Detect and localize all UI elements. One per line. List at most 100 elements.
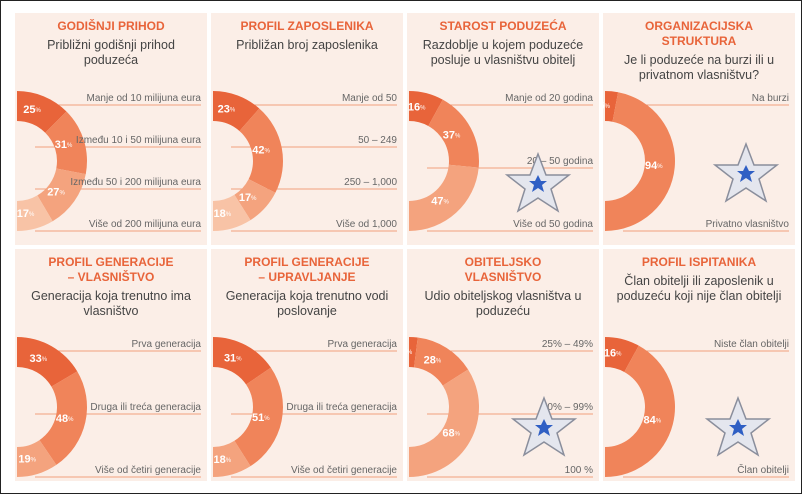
chart: 4%28%68%25% – 49%50% – 99%100 %: [407, 337, 593, 478]
value-unit: %: [68, 417, 74, 423]
value-unit: %: [616, 351, 622, 357]
value-label: 17%: [239, 192, 257, 204]
value-label: 4%: [407, 346, 413, 358]
category-label: Manje od 10 milijuna eura: [86, 93, 201, 104]
chart: 25%31%27%17%Manje od 10 milijuna euraIzm…: [17, 91, 202, 232]
value-number: 23: [218, 103, 230, 115]
panel-subtitle: Član obitelji ili zaposlenik u poduzeću …: [616, 274, 782, 303]
category-label: Prva generacija: [132, 339, 202, 350]
panel-subtitle: Približan broj zaposlenika: [236, 38, 378, 52]
value-unit: %: [657, 164, 663, 170]
value-label: 51%: [252, 412, 270, 424]
value-label: 6%: [603, 100, 611, 112]
value-label: 37%: [443, 129, 461, 141]
value-unit: %: [264, 148, 270, 154]
value-number: 16: [604, 348, 616, 360]
donut-segment: [213, 194, 251, 231]
value-label: 47%: [431, 196, 449, 208]
panel-title: PROFIL ZAPOSLENIKA: [240, 19, 374, 33]
panel: PROFIL ISPITANIKA Član obitelji ili zapos…: [603, 249, 795, 481]
value-unit: %: [59, 190, 65, 196]
value-number: 19: [18, 453, 30, 465]
category-label: Prva generacija: [328, 339, 398, 350]
donut-segment: [45, 111, 87, 175]
value-label: 25%: [23, 104, 41, 116]
panel-subtitle: Je li poduzeće na burzi ili u privatnom …: [623, 53, 775, 82]
donut-segment: [17, 440, 57, 477]
value-number: 17: [239, 192, 251, 204]
panel-subtitle: Udio obiteljskog vlasništva u poduzeću: [424, 289, 582, 318]
value-number: 33: [29, 353, 41, 365]
category-label: 50 – 249: [358, 135, 397, 146]
category-label: 20 – 50 godina: [527, 156, 594, 167]
category-label: Niste član obitelji: [714, 339, 789, 350]
category-label: Druga ili treća generacija: [286, 402, 397, 413]
category-label: Više od 50 godina: [513, 219, 593, 230]
chart: 16% 37% 47% Manje od 20 godina 20 – 50 godin…: [408, 91, 594, 232]
panel-subtitle: Razdoblje u kojem poduzeće posluje u vla…: [422, 38, 584, 67]
value-unit: %: [226, 457, 232, 463]
panel: ORGANIZACIJSKA STRUKTURA Je li poduzeće n…: [603, 13, 795, 245]
value-unit: %: [420, 105, 426, 111]
panel-subtitle: Generacija koja trenutno ima vlasništvo: [31, 289, 191, 318]
value-unit: %: [455, 431, 461, 437]
donut-segment: [39, 371, 88, 465]
category-label: Između 10 i 50 milijuna eura: [76, 135, 202, 146]
donut-segment: [37, 168, 86, 222]
category-label: Privatno vlasništvo: [706, 219, 790, 230]
donut-segment: [409, 369, 479, 477]
value-unit: %: [656, 418, 662, 424]
value-number: 48: [56, 413, 68, 425]
category-label: 250 – 1,000: [344, 177, 397, 188]
value-unit: %: [443, 199, 449, 205]
value-number: 47: [431, 196, 443, 208]
value-label: 18%: [214, 454, 232, 466]
panel-title: STAROST PODUZEĆA: [439, 19, 567, 33]
value-number: 18: [214, 208, 226, 220]
donut-segment: [409, 337, 418, 368]
donut-segment: [213, 440, 251, 477]
category-label: Manje od 20 godina: [505, 93, 593, 104]
panel: PROFIL GENERACIJE – VLASNIŠTVO Generacija…: [15, 249, 207, 481]
value-number: 16: [408, 102, 420, 114]
value-number: 17: [17, 208, 29, 220]
panel-title: PROFIL GENERACIJE – VLASNIŠTVO: [48, 255, 174, 284]
value-unit: %: [264, 416, 270, 422]
value-unit: %: [226, 211, 232, 217]
donut-segment: [605, 91, 619, 122]
donut-segment: [213, 91, 260, 131]
value-unit: %: [29, 212, 35, 218]
panel: PROFIL GENERACIJE – UPRAVLJANJE Generacij…: [211, 249, 403, 481]
value-unit: %: [36, 108, 42, 114]
value-label: 42%: [252, 145, 270, 157]
donut-segment: [17, 195, 53, 231]
value-unit: %: [407, 350, 413, 356]
donut-segment: [234, 367, 283, 467]
panel-subtitle: Generacija koja trenutno vodi poslovanje: [225, 289, 389, 318]
value-label: 28%: [424, 354, 442, 366]
panel-title: PROFIL ISPITANIKA: [641, 255, 757, 269]
value-number: 68: [442, 427, 454, 439]
value-label: 68%: [442, 427, 460, 439]
category-label: Član obitelji: [737, 463, 789, 476]
value-label: 33%: [29, 353, 47, 365]
donut-segment: [239, 108, 283, 193]
value-label: 16%: [604, 348, 622, 360]
panel: PROFIL ZAPOSLENIKA Približan broj zaposle…: [211, 13, 403, 245]
category-label: Druga ili treća generacija: [90, 402, 201, 413]
panel-title: GODIŠNJI PRIHOD: [57, 19, 165, 33]
category-label: Više od četiri generacije: [95, 465, 201, 476]
value-unit: %: [67, 142, 73, 148]
value-number: 94: [645, 160, 658, 172]
value-number: 27: [47, 187, 59, 199]
value-label: 18%: [214, 208, 232, 220]
value-unit: %: [605, 104, 611, 110]
value-number: 18: [214, 454, 226, 466]
donut-segment: [605, 345, 675, 477]
value-label: 31%: [224, 352, 242, 364]
value-label: 19%: [18, 453, 36, 465]
value-label: 16%: [408, 102, 426, 114]
